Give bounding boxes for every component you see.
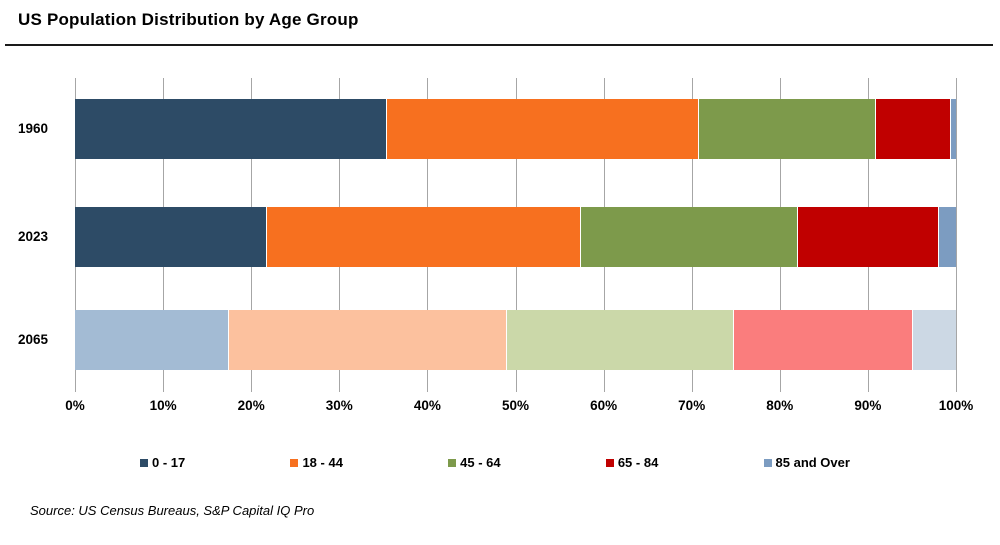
x-axis-tick-label: 50% bbox=[501, 398, 530, 413]
source-note: Source: US Census Bureaus, S&P Capital I… bbox=[30, 503, 315, 518]
legend-swatch bbox=[448, 458, 457, 467]
legend-label: 45 - 64 bbox=[460, 455, 501, 470]
bar-segment bbox=[875, 99, 950, 159]
legend-label: 0 - 17 bbox=[152, 455, 186, 470]
x-axis-tick-label: 10% bbox=[149, 398, 177, 413]
title-rule bbox=[5, 44, 993, 46]
legend-label: 85 and Over bbox=[775, 455, 850, 470]
x-axis-tick-label: 60% bbox=[590, 398, 618, 413]
plot-area bbox=[75, 78, 957, 392]
x-axis: 0% 10% 20% 30% 40% 50% 60% 70% 80% 90% 100% bbox=[65, 398, 973, 416]
legend-swatch bbox=[140, 458, 148, 467]
gridline bbox=[956, 78, 957, 392]
bar-row-2023 bbox=[75, 207, 956, 267]
bar-segment bbox=[580, 207, 798, 267]
bar-segment bbox=[227, 310, 506, 370]
bar-segment bbox=[266, 207, 581, 267]
legend-item: 45 - 64 bbox=[448, 455, 501, 470]
bar-segment bbox=[75, 310, 228, 370]
legend-item: 18 - 44 bbox=[290, 455, 343, 470]
bar-segment bbox=[505, 310, 733, 370]
x-axis-tick-label: 30% bbox=[325, 398, 353, 413]
bar-segment bbox=[697, 99, 876, 159]
bar-row-2065 bbox=[75, 310, 956, 370]
bar-segment bbox=[938, 207, 956, 267]
y-axis-labels: 1960 2023 2065 bbox=[0, 78, 58, 392]
x-axis-tick-label: 80% bbox=[766, 398, 794, 413]
row-label: 1960 bbox=[17, 121, 48, 136]
row-label: 2065 bbox=[17, 332, 48, 347]
x-axis-tick-label: 100% bbox=[938, 398, 974, 413]
legend-swatch bbox=[290, 458, 299, 467]
chart-title: US Population Distribution by Age Group bbox=[18, 10, 359, 29]
bar-segment bbox=[386, 99, 698, 159]
row-label: 2023 bbox=[17, 229, 48, 244]
bar-segment bbox=[732, 310, 913, 370]
bar-segment bbox=[912, 310, 956, 370]
bar-segment bbox=[797, 207, 939, 267]
legend-item: 65 - 84 bbox=[605, 455, 659, 470]
bar-row-1960 bbox=[75, 99, 956, 159]
x-axis-tick-label: 20% bbox=[237, 398, 265, 413]
bar-segment bbox=[949, 99, 956, 159]
legend-swatch bbox=[763, 458, 772, 467]
legend-item: 0 - 17 bbox=[140, 455, 185, 470]
x-axis-tick-label: 70% bbox=[678, 398, 706, 413]
legend: 0 - 17 18 - 44 45 - 64 65 - 84 85 and Over bbox=[140, 455, 850, 470]
x-axis-tick-label: 90% bbox=[854, 398, 882, 413]
legend-label: 18 - 44 bbox=[302, 455, 343, 470]
bar-segment bbox=[75, 99, 387, 159]
legend-swatch bbox=[605, 458, 614, 467]
x-axis-tick-label: 40% bbox=[413, 398, 441, 413]
x-axis-tick-label: 0% bbox=[65, 398, 85, 413]
legend-item: 85 and Over bbox=[763, 455, 850, 470]
legend-label: 65 - 84 bbox=[617, 455, 659, 470]
bar-segment bbox=[75, 207, 267, 267]
